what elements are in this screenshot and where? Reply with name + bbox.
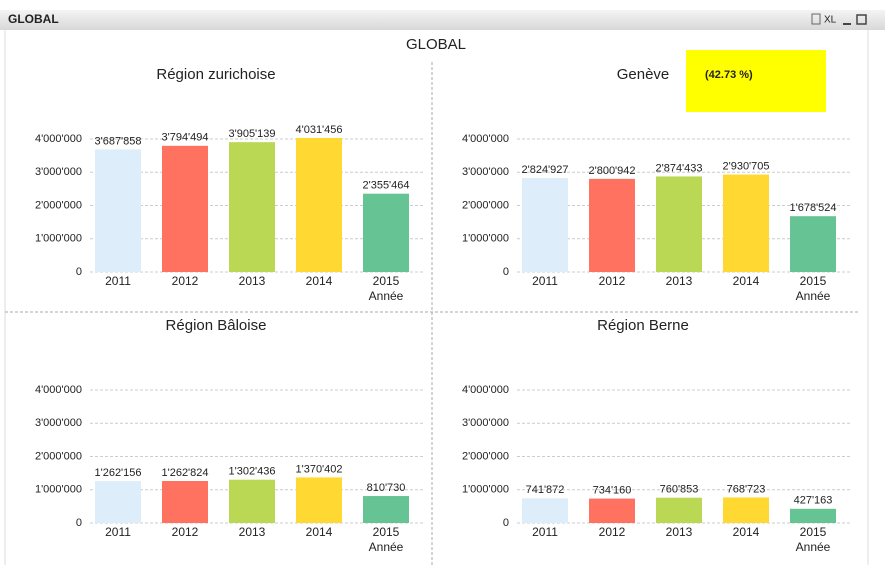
value-label: 1'302'436 <box>228 466 275 478</box>
x-tick-label: 2015 <box>373 274 400 288</box>
y-tick-label: 1'000'000 <box>462 484 509 496</box>
chart-title: Région Berne <box>597 317 689 334</box>
x-tick-label: 2011 <box>532 525 558 539</box>
x-tick-label: 2011 <box>532 274 558 288</box>
print-icon[interactable] <box>811 13 821 25</box>
value-label: 1'262'156 <box>94 467 141 479</box>
x-tick-label: 2012 <box>599 274 626 288</box>
y-tick-label: 2'000'000 <box>462 450 509 462</box>
y-tick-label: 3'000'000 <box>35 417 82 429</box>
bar <box>723 174 769 272</box>
bar <box>363 193 409 272</box>
x-tick-label: 2012 <box>172 274 199 288</box>
value-label: 3'687'858 <box>94 135 141 147</box>
value-label: 2'930'705 <box>722 160 769 172</box>
maximize-button[interactable] <box>856 14 867 25</box>
bar <box>229 142 275 272</box>
x-tick-label: 2014 <box>306 525 333 539</box>
y-tick-label: 4'000'000 <box>462 133 509 145</box>
x-axis-label: Année <box>796 289 831 303</box>
y-tick-label: 0 <box>503 266 509 278</box>
bar <box>296 477 342 523</box>
chart-title: Région Bâloise <box>166 317 267 334</box>
bar <box>522 178 568 272</box>
value-label: 3'794'494 <box>161 132 208 144</box>
y-tick-label: 4'000'000 <box>35 133 82 145</box>
bar <box>296 137 342 272</box>
export-button[interactable]: XL <box>824 15 837 26</box>
chart-title: Genève <box>617 66 670 83</box>
y-tick-label: 4'000'000 <box>462 384 509 396</box>
value-label: 810'730 <box>367 482 406 494</box>
x-tick-label: 2013 <box>239 525 266 539</box>
window-title: GLOBAL <box>8 12 59 26</box>
bar <box>790 216 836 272</box>
bar <box>162 145 208 272</box>
bar <box>229 479 275 523</box>
x-tick-label: 2013 <box>666 525 693 539</box>
x-tick-label: 2015 <box>800 525 827 539</box>
x-tick-label: 2015 <box>800 274 827 288</box>
y-tick-label: 0 <box>76 266 82 278</box>
y-tick-label: 1'000'000 <box>35 233 82 245</box>
y-tick-label: 2'000'000 <box>462 199 509 211</box>
y-tick-label: 3'000'000 <box>462 166 509 178</box>
y-tick-label: 0 <box>503 517 509 529</box>
y-tick-label: 0 <box>76 517 82 529</box>
value-label: 427'163 <box>794 495 833 507</box>
x-tick-label: 2011 <box>105 525 131 539</box>
value-label: 1'370'402 <box>295 463 342 475</box>
x-tick-label: 2015 <box>373 525 400 539</box>
x-axis-label: Année <box>369 540 404 554</box>
value-label: 734'160 <box>593 484 632 496</box>
value-label: 741'872 <box>526 484 565 496</box>
bar <box>522 498 568 523</box>
x-axis-label: Année <box>796 540 831 554</box>
y-tick-label: 1'000'000 <box>35 484 82 496</box>
x-tick-label: 2014 <box>306 274 333 288</box>
window-header <box>0 10 885 30</box>
bar <box>656 497 702 523</box>
y-tick-label: 4'000'000 <box>35 384 82 396</box>
bar <box>162 481 208 523</box>
bar <box>723 497 769 523</box>
y-tick-label: 3'000'000 <box>35 166 82 178</box>
bar <box>656 176 702 272</box>
bar <box>790 508 836 523</box>
annotation: (42.73 %) <box>705 69 753 81</box>
x-tick-label: 2013 <box>666 274 693 288</box>
value-label: 768'723 <box>727 483 766 495</box>
value-label: 1'678'524 <box>789 202 836 214</box>
bar <box>589 178 635 272</box>
x-tick-label: 2011 <box>105 274 131 288</box>
x-tick-label: 2014 <box>733 274 760 288</box>
value-label: 2'355'464 <box>362 180 409 192</box>
value-label: 4'031'456 <box>295 124 342 136</box>
value-label: 2'800'942 <box>588 165 635 177</box>
value-label: 2'824'927 <box>521 164 568 176</box>
x-tick-label: 2013 <box>239 274 266 288</box>
y-tick-label: 2'000'000 <box>35 450 82 462</box>
value-label: 760'853 <box>660 484 699 496</box>
x-axis-label: Année <box>369 289 404 303</box>
bar <box>95 481 141 523</box>
x-tick-label: 2014 <box>733 525 760 539</box>
y-tick-label: 3'000'000 <box>462 417 509 429</box>
dashboard-title: GLOBAL <box>406 36 466 53</box>
value-label: 3'905'139 <box>228 128 275 140</box>
x-tick-label: 2012 <box>599 525 626 539</box>
y-tick-label: 2'000'000 <box>35 199 82 211</box>
value-label: 1'262'824 <box>161 467 208 479</box>
bar <box>363 496 409 523</box>
chart-title: Région zurichoise <box>156 66 275 83</box>
bar <box>95 149 141 272</box>
bar <box>589 498 635 523</box>
x-tick-label: 2012 <box>172 525 199 539</box>
annotation-box <box>686 50 826 112</box>
y-tick-label: 1'000'000 <box>462 233 509 245</box>
value-label: 2'874'433 <box>655 162 702 174</box>
